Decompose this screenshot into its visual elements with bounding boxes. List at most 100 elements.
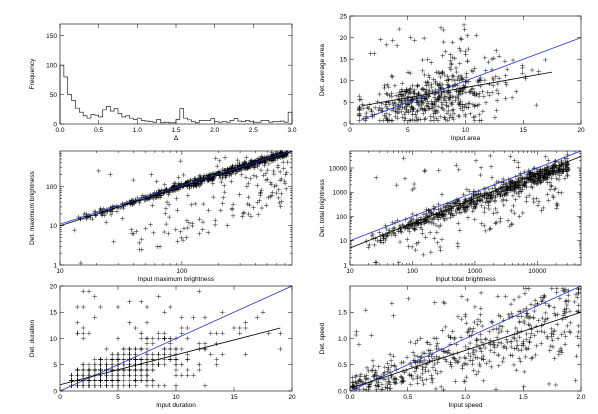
scatter-point bbox=[143, 226, 149, 231]
scatter-point bbox=[372, 372, 378, 377]
scatter-point bbox=[435, 240, 440, 246]
scatter-point bbox=[453, 98, 458, 103]
scatter-point bbox=[576, 302, 581, 308]
x-tick-label: 1.5 bbox=[519, 394, 528, 401]
scatter-point bbox=[394, 43, 400, 49]
scatter-point bbox=[463, 79, 468, 85]
scatter-point bbox=[453, 65, 459, 71]
scatter-point bbox=[534, 181, 540, 187]
scatter-point bbox=[524, 346, 530, 352]
scatter-point bbox=[196, 288, 202, 294]
scatter-point bbox=[265, 177, 270, 182]
scatter-point bbox=[473, 355, 478, 360]
scatter-point bbox=[479, 323, 485, 329]
scatter-point bbox=[410, 83, 415, 89]
scatter-point bbox=[408, 218, 413, 224]
scatter-point bbox=[222, 189, 228, 195]
scatter-point bbox=[457, 101, 462, 107]
scatter-point bbox=[520, 210, 526, 216]
scatter-point bbox=[366, 387, 371, 393]
scatter-point bbox=[475, 78, 480, 84]
scatter-point bbox=[440, 213, 445, 218]
x-tick-label: 0.0 bbox=[345, 394, 354, 401]
scatter-point bbox=[524, 171, 530, 177]
scatter-point bbox=[393, 93, 399, 98]
scatter-point bbox=[156, 188, 161, 194]
y-tick-label: 100 bbox=[336, 214, 347, 221]
y-tick-label: 10 bbox=[50, 336, 58, 343]
scatter-point bbox=[75, 330, 80, 336]
scatter-point bbox=[486, 186, 492, 192]
scatter-point bbox=[402, 99, 408, 104]
scatter-point bbox=[92, 357, 98, 362]
scatter-point bbox=[166, 192, 171, 197]
scatter-point bbox=[486, 206, 492, 212]
scatter-point bbox=[411, 217, 416, 223]
scatter-point bbox=[185, 351, 190, 357]
scatter-points bbox=[350, 286, 581, 393]
scatter-point bbox=[446, 204, 451, 209]
scatter-point bbox=[466, 326, 472, 332]
scatter-point bbox=[210, 194, 216, 200]
scatter-point bbox=[162, 211, 168, 216]
scatter-point bbox=[387, 112, 393, 118]
scatter-point bbox=[388, 358, 394, 363]
scatter-point bbox=[274, 190, 279, 196]
scatter-point bbox=[470, 91, 476, 97]
scatter-point bbox=[364, 110, 369, 116]
y-tick-label: 10 bbox=[340, 238, 348, 245]
scatter-point bbox=[415, 373, 420, 379]
scatter-point bbox=[176, 181, 182, 186]
scatter-point bbox=[515, 328, 520, 334]
identity-line bbox=[59, 150, 293, 225]
scatter-point bbox=[562, 176, 568, 181]
scatter-point bbox=[493, 326, 499, 332]
scatter-point bbox=[403, 91, 408, 97]
scatter-point bbox=[558, 348, 564, 353]
x-tick-label: 0.0 bbox=[55, 127, 64, 134]
scatter-point bbox=[265, 195, 271, 200]
scatter-point bbox=[185, 372, 190, 378]
scatter-point bbox=[432, 235, 437, 241]
scatter-point bbox=[534, 196, 540, 202]
scatter-point bbox=[86, 330, 92, 336]
scatter-point bbox=[429, 379, 435, 385]
scatter-point bbox=[522, 180, 527, 186]
scatter-point bbox=[489, 56, 495, 62]
scatter-point bbox=[458, 106, 463, 111]
scatter-point bbox=[488, 226, 494, 231]
fit-line bbox=[59, 151, 293, 227]
scatter-point bbox=[567, 308, 573, 314]
scatter-point bbox=[365, 245, 371, 250]
scatter-point bbox=[237, 330, 243, 336]
scatter-point bbox=[444, 110, 450, 116]
scatter-point bbox=[447, 115, 452, 121]
scatter-point bbox=[473, 158, 479, 164]
fit-line bbox=[349, 311, 582, 389]
scatter-point bbox=[214, 330, 219, 336]
scatter-point bbox=[565, 293, 571, 298]
scatter-point bbox=[435, 109, 441, 115]
scatter-point bbox=[473, 205, 478, 211]
scatter-point bbox=[426, 106, 432, 112]
scatter-point bbox=[410, 109, 415, 114]
scatter-point bbox=[462, 209, 468, 214]
x-axis-label: Input speed bbox=[449, 402, 483, 409]
scatter-point bbox=[439, 237, 445, 242]
scatter-point bbox=[576, 290, 581, 295]
scatter-point bbox=[389, 118, 395, 123]
scatter-point bbox=[568, 330, 573, 335]
scatter-point bbox=[402, 176, 408, 182]
scatter-point bbox=[560, 286, 566, 291]
scatter-point bbox=[386, 375, 391, 381]
scatter-point bbox=[472, 102, 478, 108]
scatter-point bbox=[412, 87, 417, 93]
scatter-point bbox=[431, 94, 437, 100]
scatter-point bbox=[576, 329, 581, 335]
scatter-point bbox=[485, 89, 491, 95]
scatter-point bbox=[212, 218, 218, 223]
scatter-point bbox=[547, 187, 553, 192]
histogram-bar bbox=[75, 108, 79, 124]
scatter-point bbox=[443, 349, 449, 355]
scatter-point bbox=[422, 72, 427, 78]
